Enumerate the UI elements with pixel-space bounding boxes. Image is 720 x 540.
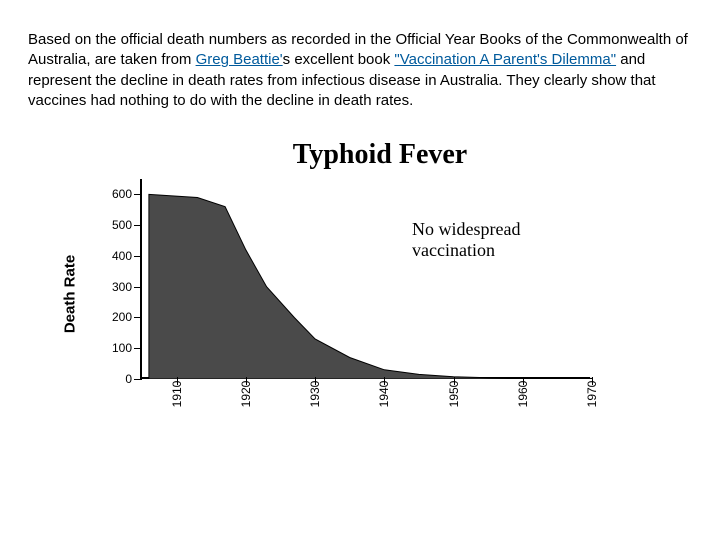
y-tick xyxy=(134,225,142,226)
x-tick-label: 1970 xyxy=(585,381,599,408)
x-tick-label: 1910 xyxy=(170,381,184,408)
y-tick-label: 0 xyxy=(125,372,132,386)
intro-text-2: s excellent book xyxy=(283,51,395,68)
chart-title: Typhoid Fever xyxy=(100,139,660,171)
y-tick-label: 100 xyxy=(112,341,132,355)
x-tick-label: 1960 xyxy=(516,381,530,408)
x-tick-label: 1940 xyxy=(377,381,391,408)
chart-container: Typhoid Fever Death Rate No widespread v… xyxy=(60,139,660,409)
x-tick-label: 1930 xyxy=(308,381,322,408)
y-tick xyxy=(134,379,142,380)
y-tick xyxy=(134,194,142,195)
plot-area: No widespread vaccination 01002003004005… xyxy=(140,179,590,379)
x-tick-label: 1950 xyxy=(447,381,461,408)
y-axis-label: Death Rate xyxy=(62,255,79,333)
y-tick xyxy=(134,317,142,318)
chart-annotation: No widespread vaccination xyxy=(412,219,520,260)
y-tick-label: 400 xyxy=(112,249,132,263)
plot-wrap: Death Rate No widespread vaccination 010… xyxy=(100,179,660,409)
area-svg xyxy=(142,179,592,379)
area-fill xyxy=(149,194,592,379)
y-tick xyxy=(134,348,142,349)
intro-paragraph: Based on the official death numbers as r… xyxy=(28,30,692,111)
annotation-line-1: No widespread xyxy=(412,219,520,239)
y-tick-label: 500 xyxy=(112,218,132,232)
y-tick xyxy=(134,287,142,288)
x-tick-label: 1920 xyxy=(239,381,253,408)
y-tick-label: 300 xyxy=(112,280,132,294)
y-tick-label: 600 xyxy=(112,187,132,201)
y-tick xyxy=(134,256,142,257)
intro-link-author[interactable]: Greg Beattie' xyxy=(196,51,283,68)
y-tick-label: 200 xyxy=(112,310,132,324)
intro-link-book[interactable]: "Vaccination A Parent's Dilemma" xyxy=(394,51,616,68)
annotation-line-2: vaccination xyxy=(412,240,495,260)
